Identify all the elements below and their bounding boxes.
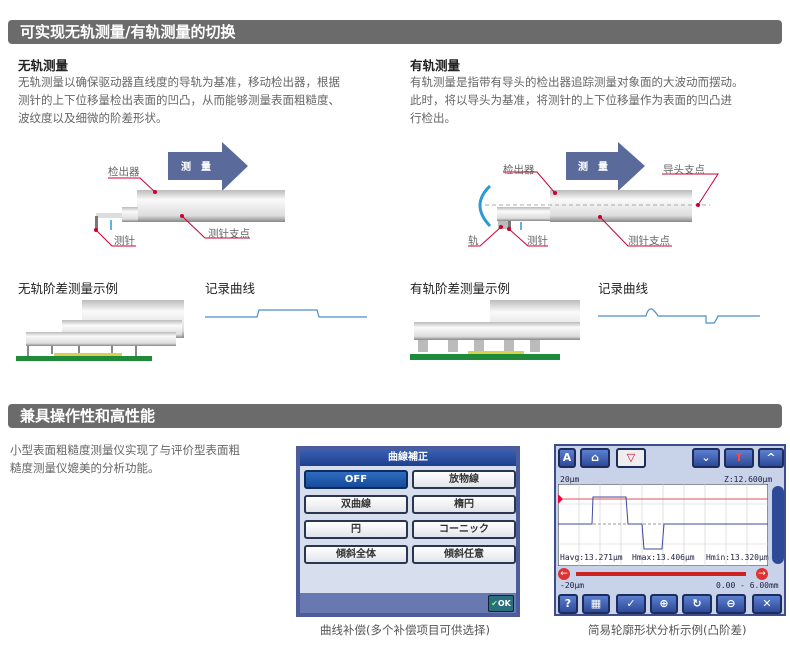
track-curve xyxy=(598,308,760,324)
substrate xyxy=(410,354,560,360)
option-tilt-any-button[interactable]: 傾斜任意 xyxy=(412,545,516,564)
trackless-heading: 无轨测量 xyxy=(18,58,69,73)
detector-body xyxy=(137,190,285,222)
refresh-icon[interactable]: ↻ xyxy=(682,594,712,614)
section-header: 兼具操作性和高性能 xyxy=(8,404,782,428)
stylus-settings-icon[interactable]: T xyxy=(724,448,754,468)
close-icon[interactable]: ✕ xyxy=(752,594,782,614)
substrate xyxy=(16,356,152,361)
detector-label: 检出器 xyxy=(108,166,140,178)
zoom-out-icon[interactable]: ⊖ xyxy=(716,594,746,614)
option-tilt-all-button[interactable]: 傾斜全体 xyxy=(304,545,408,564)
measure-arrow-icon xyxy=(566,142,645,191)
trackless-description: 无轨测量以确保驱动器直线度的导轨为基准，移动检出器，根据 测针的上下位移量检出表… xyxy=(18,73,398,127)
text-line: 有轨测量是指带有导头的检出器追踪测量对象面的大波动而摆动。 xyxy=(410,75,744,89)
chevron-up-icon[interactable]: ^ xyxy=(758,448,784,468)
option-parabola-button[interactable]: 放物線 xyxy=(412,470,516,489)
track-diagram xyxy=(468,142,719,247)
help-icon[interactable]: ? xyxy=(558,594,578,614)
detector-body xyxy=(550,190,692,222)
hmin-value: Hmin:13.320µm xyxy=(706,553,769,562)
stylus xyxy=(95,216,98,230)
swing-arrow-icon xyxy=(478,184,492,228)
curve-compensation-screen: 曲線補正 OFF 放物線 双曲線 楕円 円 コーニック 傾斜全体 傾斜任意 ✔O… xyxy=(296,446,520,617)
concave-step-icon[interactable]: ▽ xyxy=(616,448,646,468)
text-line: 波纹度以及细微的阶差形状。 xyxy=(18,111,168,125)
profile-plot xyxy=(558,484,768,566)
track-heading: 有轨测量 xyxy=(410,58,461,73)
option-ellipse-button[interactable]: 楕円 xyxy=(412,495,516,514)
trackless-example-label: 无轨阶差测量示例 xyxy=(18,281,119,296)
trackless-step-image xyxy=(16,300,184,361)
calculator-icon[interactable]: ▦ xyxy=(582,594,610,614)
guide-fulcrum-label: 导头支点 xyxy=(663,164,705,176)
measure-arrow-icon xyxy=(168,142,248,191)
text-line: 测针的上下位移量检出表面的凹凸，从而能够测量表面粗糙度、 xyxy=(18,93,340,107)
arrow-right-icon[interactable]: → xyxy=(756,568,768,580)
measure-arrow-label: 测 量 xyxy=(578,162,608,173)
curve-label: 记录曲线 xyxy=(205,281,256,296)
convex-step-icon[interactable]: ⌂ xyxy=(580,448,610,468)
fulcrum-label: 测针支点 xyxy=(208,228,250,240)
range-label: 0.00 - 6.00mm xyxy=(716,581,779,590)
havg-value: Havg:13.271µm xyxy=(560,553,623,562)
stylus-label: 测针 xyxy=(114,235,135,247)
text-line: 小型表面粗糙度测量仪实现了与评价型表面粗 xyxy=(10,443,240,457)
section-header: 可实现无轨测量/有轨测量的切换 xyxy=(8,20,782,44)
track-example-label: 有轨阶差测量示例 xyxy=(410,281,511,296)
trackless-diagram xyxy=(94,142,285,247)
text-line: 无轨测量以确保驱动器直线度的导轨为基准，移动检出器，根据 xyxy=(18,75,340,89)
profile-analysis-screen: A ⌂ ▽ ⌄ T ^ 20µm Z:12.600µm Havg:13.271µ… xyxy=(554,444,786,616)
z-value: Z:12.600µm xyxy=(724,475,773,484)
chevron-down-icon[interactable]: ⌄ xyxy=(692,448,720,468)
detector-label: 检出器 xyxy=(503,164,535,176)
ok-button[interactable]: ✔OK xyxy=(488,595,514,612)
horizontal-scrollbar[interactable] xyxy=(576,572,746,576)
ok-label: OK xyxy=(497,599,511,608)
hmax-value: Hmax:13.406µm xyxy=(632,553,695,562)
y-top-label: 20µm xyxy=(560,475,580,484)
screen1-caption: 曲线补偿(多个补偿项目可供选择) xyxy=(320,623,490,637)
y-bottom-label: -20µm xyxy=(560,581,585,590)
text-line: 此时，将以导头为基准，将测针的上下位移量作为表面的凹凸进 xyxy=(410,93,732,107)
stylus xyxy=(508,221,511,231)
measure-arrow-label: 测 量 xyxy=(181,162,211,173)
option-off-button[interactable]: OFF xyxy=(304,470,408,489)
feature-description: 小型表面粗糙度测量仪实现了与评价型表面粗 糙度测量仪媲美的分析功能。 xyxy=(10,441,240,477)
track-step-image xyxy=(410,300,580,360)
check-icon: ✔ xyxy=(491,599,498,608)
option-circle-button[interactable]: 円 xyxy=(304,520,408,539)
text-line: 糙度测量仪媲美的分析功能。 xyxy=(10,461,160,475)
trackless-curve xyxy=(205,309,367,318)
stylus-label: 测针 xyxy=(527,235,548,247)
text-line: 行检出。 xyxy=(410,111,456,125)
screen-title: 曲線補正 xyxy=(300,450,516,466)
screen2-caption: 简易轮廓形状分析示例(凸阶差) xyxy=(588,623,747,637)
curve-label: 记录曲线 xyxy=(598,281,649,296)
track-description: 有轨测量是指带有导头的检出器追踪测量对象面的大波动而摆动。 此时，将以导头为基准… xyxy=(410,73,790,127)
chart-check-icon[interactable]: ✓ xyxy=(616,594,646,614)
vertical-scrollbar[interactable] xyxy=(772,486,784,564)
option-conic-button[interactable]: コーニック xyxy=(412,520,516,539)
zoom-in-icon[interactable]: ⊕ xyxy=(650,594,678,614)
skid xyxy=(498,221,508,229)
skid-label: 轨 xyxy=(468,235,479,247)
fulcrum-label: 测针支点 xyxy=(628,235,670,247)
auto-button[interactable]: A xyxy=(558,448,576,468)
option-hyperbola-button[interactable]: 双曲線 xyxy=(304,495,408,514)
arrow-left-icon[interactable]: ← xyxy=(558,568,570,580)
